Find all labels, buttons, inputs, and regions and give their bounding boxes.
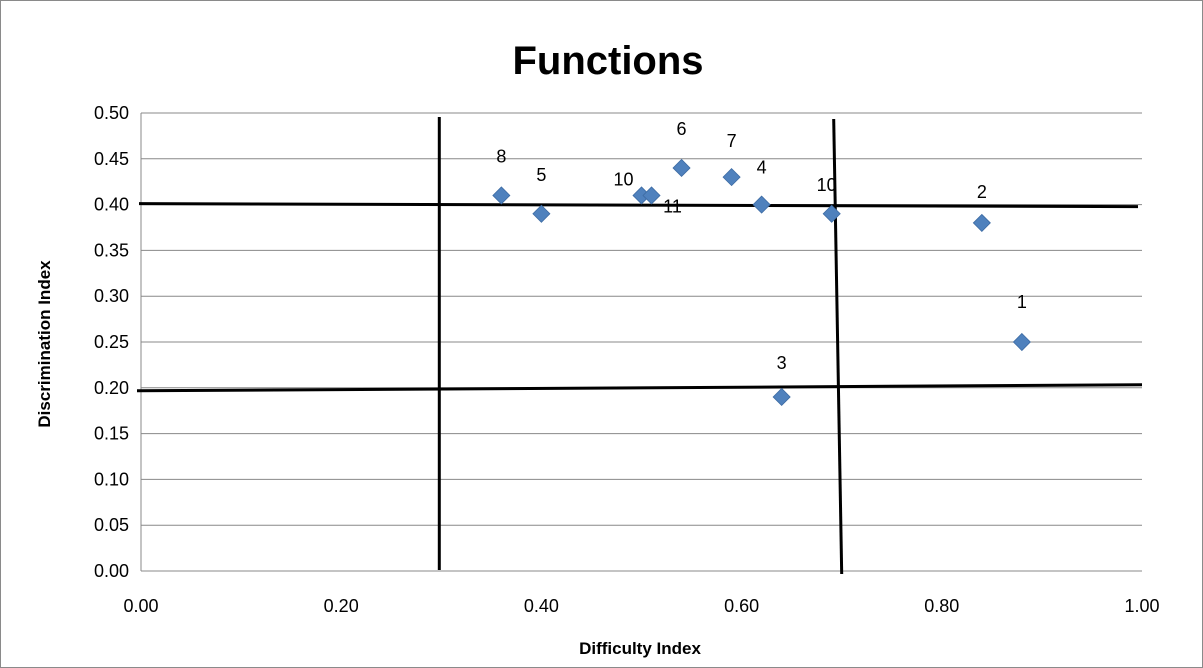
data-point: [1012, 332, 1031, 352]
y-tick-label: 0.40: [94, 195, 129, 215]
reference-lines: [136, 117, 1143, 575]
data-point-label: 3: [777, 353, 787, 373]
y-tick-label: 0.25: [94, 332, 129, 352]
y-tick-label: 0.35: [94, 240, 129, 260]
y-tick-label: 0.00: [94, 561, 129, 581]
data-point: [672, 158, 691, 178]
y-tick-label: 0.45: [94, 149, 129, 169]
y-axis-title: Discrimination Index: [35, 260, 54, 428]
data-point: [752, 195, 771, 214]
data-point-label: 6: [677, 119, 687, 139]
data-point: [722, 168, 741, 187]
x-tick-label: 1.00: [1124, 596, 1159, 616]
data-point-label: 1: [1017, 292, 1027, 312]
data-point-label: 8: [496, 146, 506, 166]
data-points: [492, 158, 1031, 407]
data-point: [642, 186, 661, 205]
data-point: [822, 204, 841, 223]
y-tick-label: 0.50: [94, 103, 129, 123]
x-tick-label: 0.00: [123, 596, 158, 616]
data-point-label: 11: [663, 196, 682, 216]
y-tick-label: 0.05: [94, 515, 129, 535]
data-point: [772, 387, 791, 407]
y-tick-label: 0.30: [94, 286, 129, 306]
y-tick-label: 0.15: [94, 424, 129, 444]
data-point-label: 5: [536, 165, 546, 185]
data-point-label: 4: [757, 158, 767, 178]
chart-title: Functions: [512, 39, 703, 83]
data-point-label: 2: [977, 182, 987, 202]
data-point: [532, 204, 551, 223]
reference-line: [832, 118, 844, 575]
reference-line: [136, 383, 1143, 393]
x-axis-title: Difficulty Index: [579, 639, 701, 658]
data-point-label: 10: [817, 175, 837, 195]
data-point-labels: 1 2 3 4 5 6 7 8 10 11 10: [496, 119, 1027, 373]
x-axis-tick-labels: 0.00 0.20 0.40 0.60 0.80 1.00: [123, 596, 1159, 616]
data-point: [492, 186, 511, 205]
x-tick-label: 0.80: [924, 596, 959, 616]
data-point-label: 10: [613, 169, 633, 189]
x-tick-label: 0.60: [724, 596, 759, 616]
y-tick-label: 0.10: [94, 469, 129, 489]
x-tick-label: 0.40: [524, 596, 559, 616]
data-point-label: 7: [727, 131, 737, 151]
reference-line: [138, 202, 1139, 209]
data-point: [972, 213, 991, 232]
x-tick-label: 0.20: [324, 596, 359, 616]
y-tick-label: 0.20: [94, 378, 129, 398]
y-axis-tick-labels: 0.00 0.05 0.10 0.15 0.20 0.25 0.30 0.35 0.40 0.45…: [94, 103, 129, 581]
gridlines: [140, 112, 1142, 572]
